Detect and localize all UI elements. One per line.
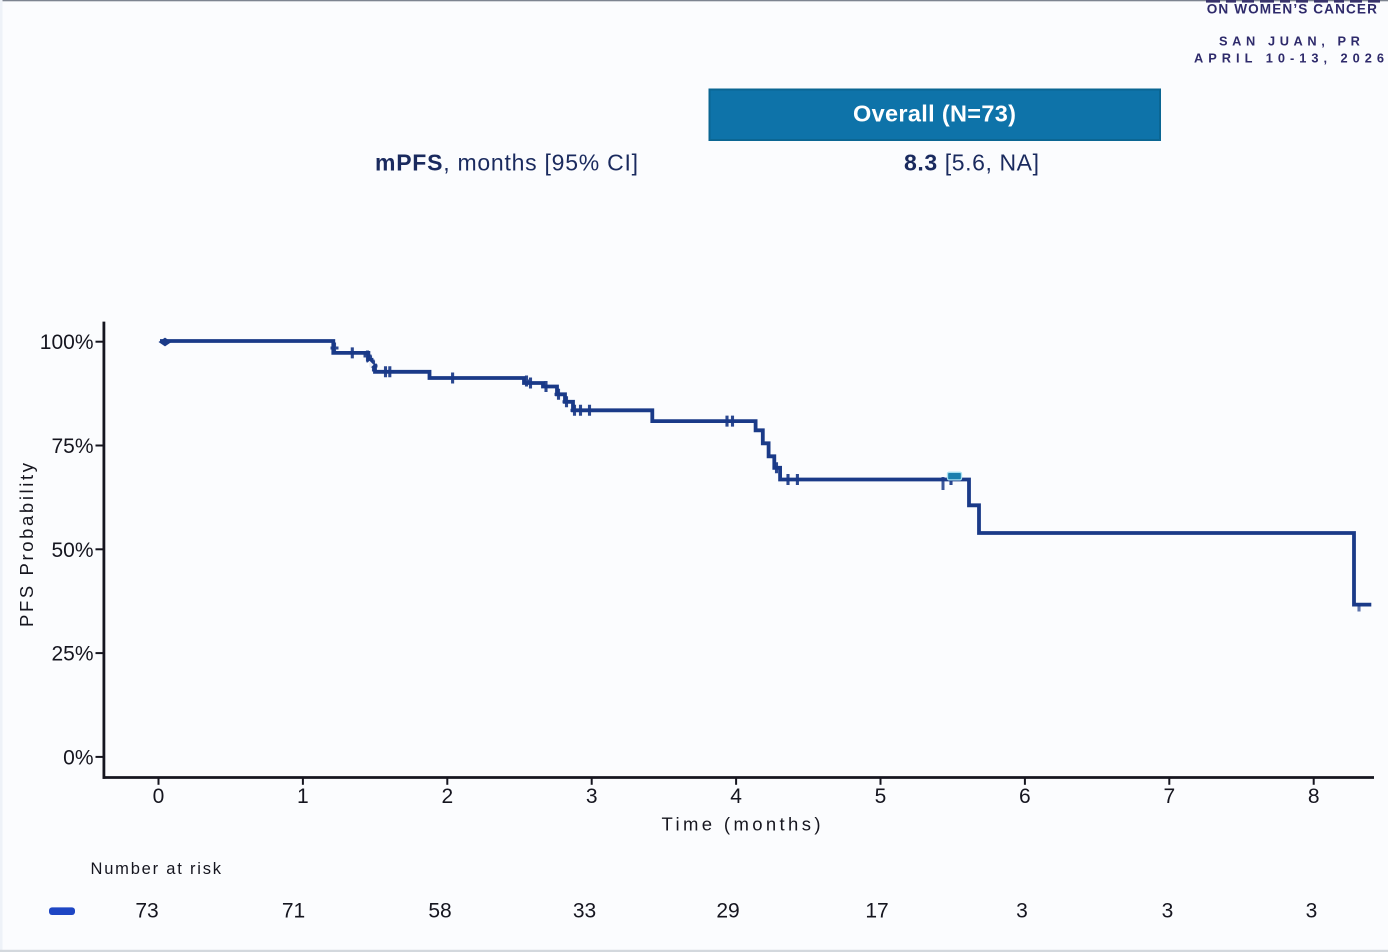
svg-text:0: 0: [153, 785, 165, 808]
svg-text:3: 3: [1162, 900, 1174, 923]
svg-text:3: 3: [1306, 900, 1318, 923]
svg-text:29: 29: [716, 900, 739, 923]
svg-text:100%: 100%: [40, 331, 94, 354]
svg-text:25%: 25%: [51, 643, 93, 666]
svg-text:Number at risk: Number at risk: [91, 860, 222, 878]
svg-text:3: 3: [1016, 900, 1028, 923]
svg-text:Time (months): Time (months): [662, 814, 821, 835]
svg-text:7: 7: [1163, 785, 1175, 808]
svg-text:6: 6: [1019, 785, 1031, 808]
svg-text:3: 3: [586, 785, 598, 808]
svg-text:mPFS, months [95% CI]: mPFS, months [95% CI]: [375, 150, 638, 176]
svg-text:8.3 [5.6, NA]: 8.3 [5.6, NA]: [904, 150, 1039, 176]
svg-text:1: 1: [297, 785, 309, 808]
svg-text:SAN JUAN, PR: SAN JUAN, PR: [1219, 33, 1365, 48]
svg-text:71: 71: [282, 900, 305, 923]
svg-text:8: 8: [1308, 785, 1320, 808]
svg-text:Overall (N=73): Overall (N=73): [853, 101, 1016, 127]
svg-text:2: 2: [441, 785, 453, 808]
svg-text:58: 58: [428, 900, 451, 923]
svg-text:PFS Probability: PFS Probability: [16, 462, 37, 627]
svg-text:73: 73: [135, 900, 158, 923]
svg-text:5: 5: [875, 785, 887, 808]
svg-text:17: 17: [865, 900, 888, 923]
svg-text:ON WOMEN’S CANCER: ON WOMEN’S CANCER: [1207, 2, 1378, 17]
svg-text:APRIL 10-13, 2026: APRIL 10-13, 2026: [1194, 50, 1388, 65]
svg-text:33: 33: [573, 900, 596, 923]
svg-text:50%: 50%: [51, 539, 93, 562]
svg-text:75%: 75%: [51, 435, 93, 458]
svg-text:0%: 0%: [63, 746, 93, 769]
svg-text:4: 4: [730, 785, 742, 808]
